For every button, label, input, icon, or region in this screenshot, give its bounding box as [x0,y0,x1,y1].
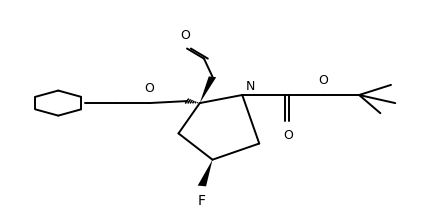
Text: F: F [198,194,206,209]
Text: N: N [246,80,255,93]
Text: O: O [318,74,328,87]
Polygon shape [200,76,216,103]
Text: O: O [144,82,154,95]
Polygon shape [198,160,212,186]
Text: O: O [180,29,190,42]
Text: O: O [283,129,293,142]
